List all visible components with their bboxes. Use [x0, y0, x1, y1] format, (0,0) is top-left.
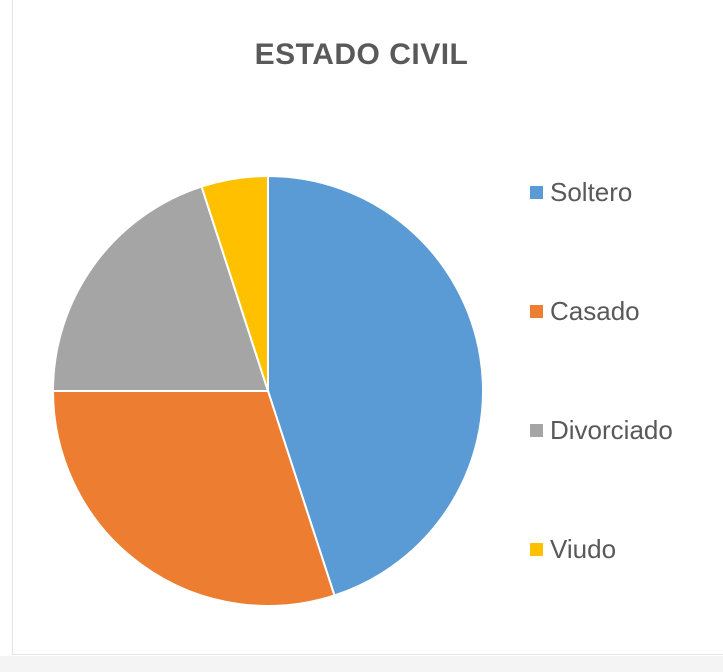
legend-label-viudo: Viudo — [550, 533, 617, 564]
legend-swatch-casado — [530, 304, 543, 318]
legend-label-soltero: Soltero — [550, 176, 633, 207]
legend-item-soltero: Soltero — [530, 172, 632, 212]
bottom-strip — [0, 656, 723, 672]
pie-slice-viudo — [200, 174, 269, 392]
legend-item-casado: Casado — [530, 291, 640, 331]
legend-item-viudo: Viudo — [530, 529, 616, 569]
legend-swatch-viudo — [530, 542, 543, 556]
legend-label-divorciado: Divorciado — [550, 414, 673, 445]
pie-slice-casado — [51, 390, 336, 607]
legend-swatch-soltero — [530, 185, 543, 199]
chart-title: ESTADO CIVIL — [254, 38, 469, 71]
pie-slice-divorciado — [51, 185, 270, 392]
legend-swatch-divorciado — [530, 423, 543, 437]
legend-item-divorciado: Divorciado — [530, 410, 673, 450]
legend-label-casado: Casado — [550, 295, 640, 326]
pie-slices — [51, 174, 484, 607]
pie-slice-soltero — [267, 174, 484, 597]
